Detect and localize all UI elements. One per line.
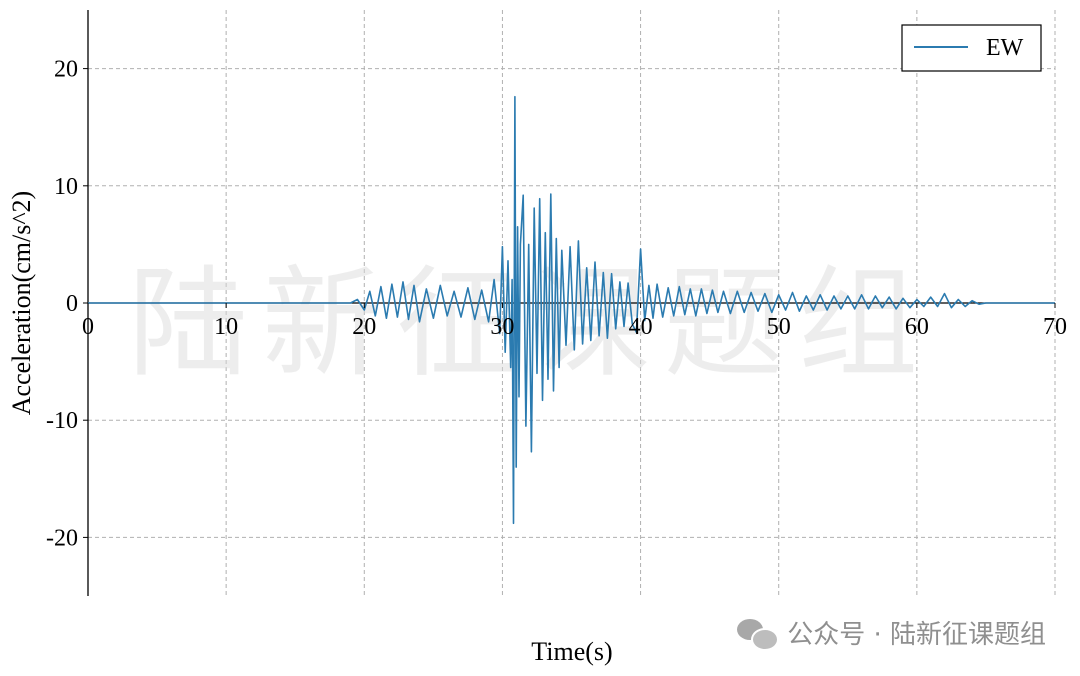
x-tick-label: 30 (490, 314, 514, 340)
y-axis-label: Acceleration(cm/s^2) (7, 191, 36, 415)
x-tick-label: 50 (767, 314, 791, 340)
x-tick-label: 70 (1043, 314, 1067, 340)
x-axis-label: Time(s) (531, 637, 612, 666)
y-tick-label: -10 (46, 408, 78, 434)
footer-watermark-text: 公众号 · 陆新征课题组 (787, 620, 1046, 650)
y-tick-label: 0 (66, 291, 78, 317)
x-tick-label: 60 (905, 314, 929, 340)
x-tick-label: 40 (629, 314, 653, 340)
x-tick-label: 20 (352, 314, 376, 340)
watermark-text: 陆新征课题组 (128, 255, 932, 394)
legend: EW (901, 24, 1042, 72)
y-tick-label: -20 (46, 525, 78, 551)
y-tick-label: 20 (54, 57, 78, 83)
wechat-icon (737, 617, 780, 651)
ticks: 0 10 20 30 40 50 60 70 20 10 0 -10 -20 (46, 57, 1067, 552)
footer-watermark: 公众号 · 陆新征课题组 (737, 614, 1046, 651)
series-layer (88, 95, 1055, 525)
y-tick-label: 10 (54, 174, 78, 200)
x-tick-label: 10 (214, 314, 238, 340)
x-tick-label: 0 (82, 314, 94, 340)
series-line-ew (88, 95, 1055, 525)
legend-label-ew: EW (986, 35, 1024, 61)
